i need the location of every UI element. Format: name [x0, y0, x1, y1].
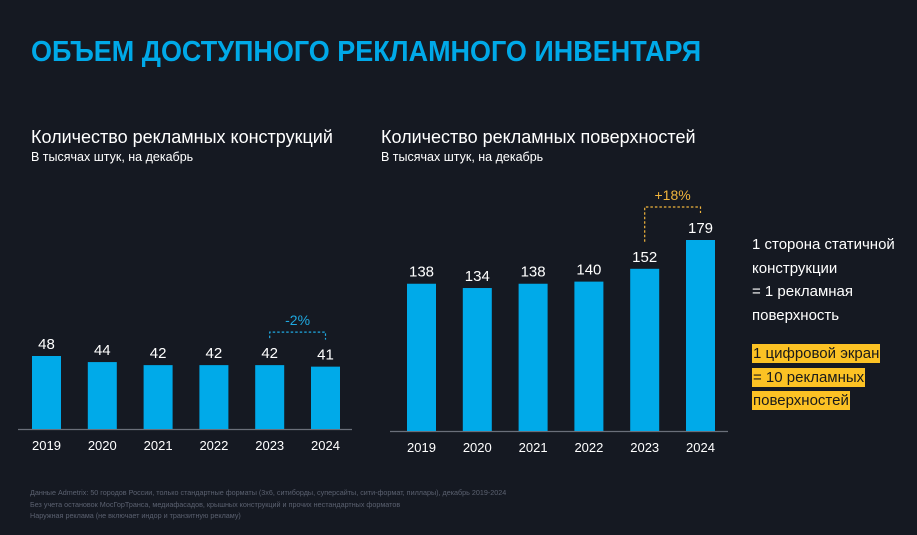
- x-tick-label: 2022: [574, 440, 603, 455]
- data-label: 48: [38, 336, 55, 353]
- side-note-line: = 1 рекламная: [752, 283, 854, 300]
- footnotes: Данные Admetrix: 50 городов России, толь…: [30, 487, 506, 522]
- side-note-line: конструкции: [752, 259, 838, 277]
- side-note-line: поверхность: [752, 306, 840, 324]
- page-title: ОБЪЕМ ДОСТУПНОГО РЕКЛАМНОГО ИНВЕНТАРЯ: [31, 36, 702, 68]
- data-label: 134: [465, 268, 490, 285]
- chart-subtitle-constructions: В тысячах штук, на декабрь: [31, 150, 194, 164]
- bar-2019: [407, 283, 436, 431]
- footnote-line: Без учета остановок МосГорТранса, медиаф…: [30, 499, 401, 509]
- x-tick-label: 2020: [463, 440, 492, 455]
- bar-2023: [255, 365, 285, 429]
- side-note-line: 1 сторона статичной: [752, 236, 895, 253]
- data-label: 138: [409, 264, 434, 281]
- highlight-line: = 10 рекламных: [752, 367, 866, 387]
- x-tick-label: 2021: [519, 440, 548, 455]
- x-tick-label: 2021: [144, 438, 173, 453]
- data-label: 179: [688, 220, 713, 237]
- bar-2024: [686, 240, 715, 431]
- bar-chart-surfaces: 138 2019 134 2020 138 2021 140 2022 152 2023 179 20…: [390, 187, 728, 455]
- highlight-line: 1 цифровой экран: [752, 344, 881, 363]
- highlight-line: поверхностей: [752, 391, 850, 410]
- bar-2020: [462, 288, 492, 431]
- x-tick-label: 2019: [407, 440, 436, 455]
- bar-2023: [630, 268, 660, 431]
- data-label: 42: [206, 345, 223, 362]
- change-label: +18%: [654, 187, 690, 203]
- bar-2021: [518, 283, 548, 431]
- bar-2019: [32, 356, 61, 429]
- footnote-line: Наружная реклама (не включает индор и тр…: [30, 511, 241, 520]
- bar-2021: [143, 365, 173, 429]
- x-tick-label: 2020: [88, 438, 117, 453]
- x-tick-label: 2023: [255, 438, 284, 453]
- bar-2020: [87, 362, 117, 429]
- data-label: 42: [261, 345, 278, 362]
- bar-2022: [199, 365, 229, 429]
- data-label: 42: [150, 345, 167, 362]
- change-label: -2%: [285, 312, 310, 328]
- bar-2022: [574, 281, 604, 431]
- chart-title-constructions: Количество рекламных конструкций: [31, 127, 333, 147]
- x-tick-label: 2022: [199, 438, 228, 453]
- data-label: 44: [94, 342, 111, 359]
- x-tick-label: 2024: [686, 440, 715, 455]
- change-bracket: [269, 331, 327, 340]
- data-label: 140: [576, 262, 601, 279]
- chart-title-surfaces: Количество рекламных поверхностей: [381, 127, 696, 147]
- data-label: 152: [632, 249, 657, 266]
- data-label: 41: [317, 347, 334, 364]
- chart-subtitle-surfaces: В тысячах штук, на декабрь: [381, 150, 544, 164]
- data-label: 138: [521, 264, 546, 281]
- bar-chart-constructions: 48 2019 44 2020 42 2021 42 2022 42 2023 41 2024 -2%: [18, 312, 352, 453]
- side-note: 1 сторона статичной конструкции = 1 рекл…: [752, 233, 917, 327]
- x-tick-label: 2023: [630, 440, 659, 455]
- side-note-highlight: 1 цифровой экран = 10 рекламных поверхно…: [752, 342, 917, 413]
- bar-2024: [311, 366, 340, 429]
- footnote-line: Данные Admetrix: 50 городов России, толь…: [30, 488, 507, 497]
- x-tick-label: 2019: [32, 438, 61, 453]
- x-tick-label: 2024: [311, 438, 340, 453]
